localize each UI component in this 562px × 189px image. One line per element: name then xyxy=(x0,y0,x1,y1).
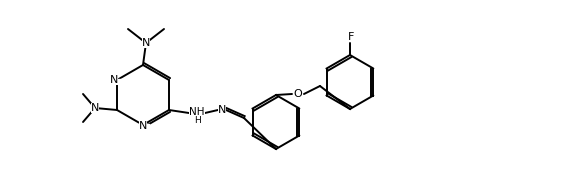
Text: N: N xyxy=(218,105,226,115)
Text: F: F xyxy=(348,32,354,42)
Text: N: N xyxy=(139,121,147,131)
Text: NH: NH xyxy=(189,107,205,117)
Text: N: N xyxy=(110,75,118,85)
Text: H: H xyxy=(194,115,201,125)
Text: N: N xyxy=(142,38,150,48)
Text: N: N xyxy=(139,121,147,131)
Text: N: N xyxy=(91,103,99,113)
Text: O: O xyxy=(293,89,302,99)
Text: N: N xyxy=(110,75,118,85)
